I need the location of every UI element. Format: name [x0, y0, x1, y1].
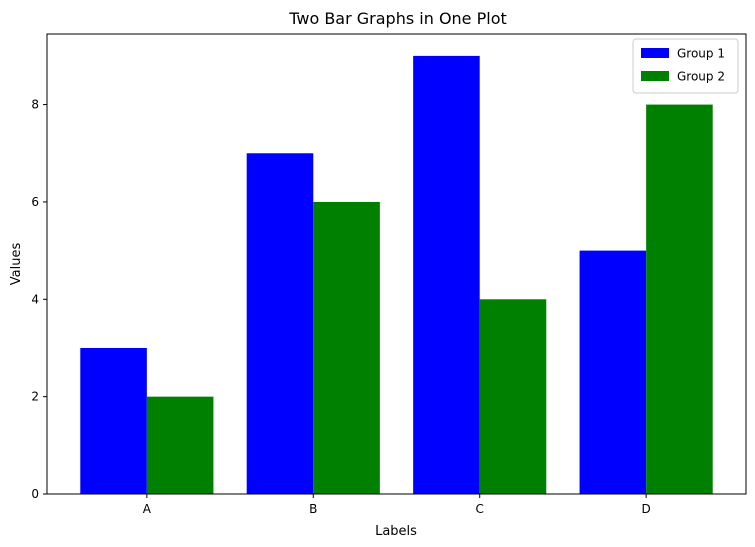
- plot-frame: [46, 33, 747, 495]
- x-tick-label: C: [476, 502, 484, 516]
- x-tick-label: B: [309, 502, 317, 516]
- y-tick-label: 0: [31, 487, 39, 501]
- y-tick-label: 4: [31, 292, 39, 306]
- bar-1-b: [246, 153, 314, 494]
- x-axis-label: Labels: [375, 524, 417, 539]
- y-axis-label: Values: [9, 243, 24, 286]
- bar-1-c: [413, 55, 480, 495]
- bars-group: [80, 55, 713, 495]
- bar-2-a: [146, 396, 214, 494]
- legend-label: Group 2: [677, 70, 725, 84]
- legend-swatch: [641, 71, 669, 81]
- x-tick-label: A: [143, 502, 152, 516]
- bar-2-d: [646, 104, 713, 494]
- bar-1-a: [80, 347, 147, 494]
- bar-2-c: [479, 299, 547, 494]
- y-tick-label: 6: [31, 195, 39, 209]
- x-tick-label: D: [642, 502, 651, 516]
- x-axis: A B C D: [143, 494, 651, 516]
- bar-2-b: [313, 201, 380, 494]
- y-tick-label: 2: [31, 390, 39, 404]
- bar-1-d: [579, 250, 647, 494]
- y-axis: 0 2 4 6 8: [31, 98, 47, 501]
- legend-swatch: [641, 48, 669, 58]
- legend-label: Group 1: [677, 47, 725, 61]
- chart-title: Two Bar Graphs in One Plot: [288, 9, 507, 28]
- y-tick-label: 8: [31, 98, 39, 112]
- legend: Group 1 Group 2: [632, 38, 739, 94]
